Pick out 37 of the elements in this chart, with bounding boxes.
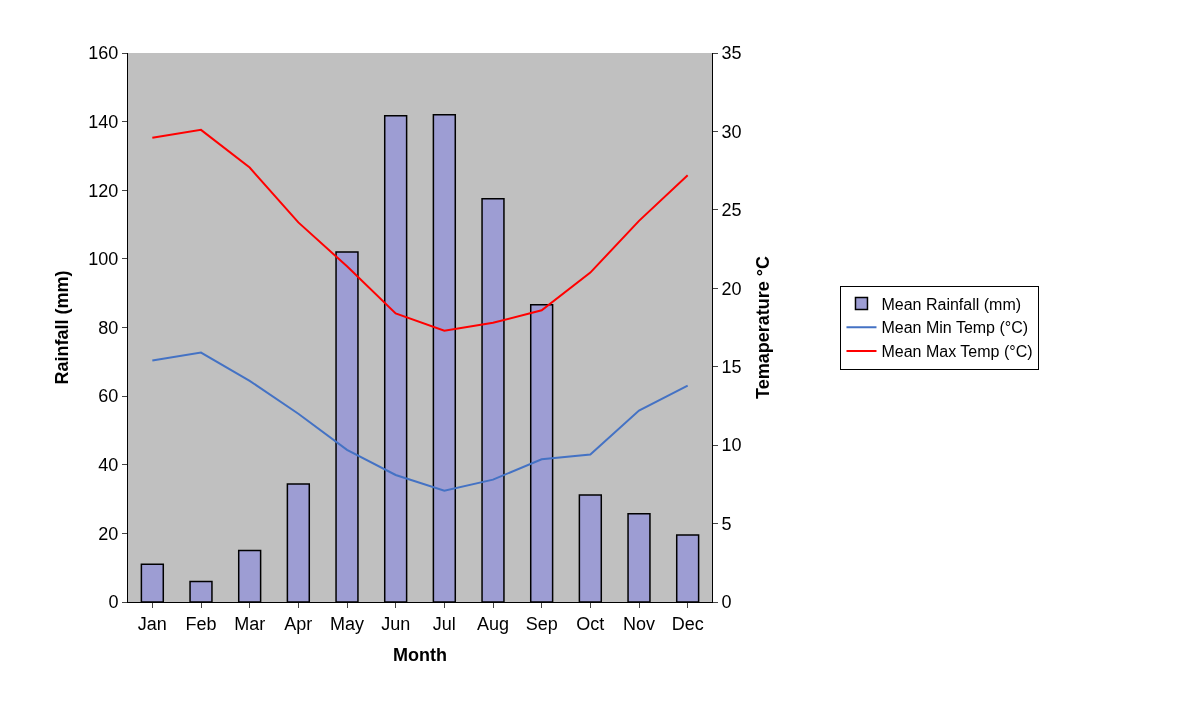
y-tick-label: 40 (98, 455, 119, 476)
y2-tick-label: 30 (721, 121, 742, 142)
y2-tick-label: 15 (721, 357, 742, 378)
x-tick-label: Jun (381, 613, 411, 634)
x-axis-title: Month (393, 644, 447, 665)
y2-tick-label: 10 (721, 435, 742, 456)
legend-label: Mean Max Temp (°C) (881, 343, 1033, 361)
x-tick-label: Feb (185, 613, 217, 634)
x-tick-label: Nov (622, 613, 656, 634)
line-series (151, 128, 689, 332)
y2-axis-title: Temaperature °C (752, 256, 773, 399)
x-tick-label: Sep (525, 613, 558, 634)
y-tick-label: 140 (88, 111, 119, 132)
y-tick-label: 20 (98, 523, 119, 544)
x-tick-label: Dec (671, 613, 704, 634)
y-tick-label: 120 (88, 180, 119, 201)
legend-label: Mean Min Temp (°C) (881, 319, 1029, 337)
y2-tick-label: 25 (721, 200, 742, 221)
y2-tick-label: 35 (721, 43, 742, 64)
x-tick-label: Oct (576, 613, 605, 634)
line-series (151, 351, 689, 492)
y-tick-label: 160 (88, 43, 119, 64)
y2-tick-label: 0 (721, 592, 732, 613)
y-tick-label: 0 (108, 592, 119, 613)
y-tick-label: 80 (98, 317, 119, 338)
y2-tick-label: 20 (721, 278, 742, 299)
x-tick-label: Aug (476, 613, 510, 634)
x-tick-label: Apr (284, 613, 313, 634)
x-tick-label: May (329, 613, 365, 634)
x-tick-label: Mar (234, 613, 266, 634)
y-axis-title: Rainfall (mm) (51, 270, 72, 385)
y-tick-label: 60 (98, 386, 119, 407)
legend-label: Mean Rainfall (mm) (881, 295, 1022, 313)
y2-tick-label: 5 (721, 513, 732, 534)
x-tick-label: Jul (432, 613, 456, 634)
x-tick-label: Jan (137, 613, 167, 634)
y-tick-label: 100 (88, 249, 119, 270)
